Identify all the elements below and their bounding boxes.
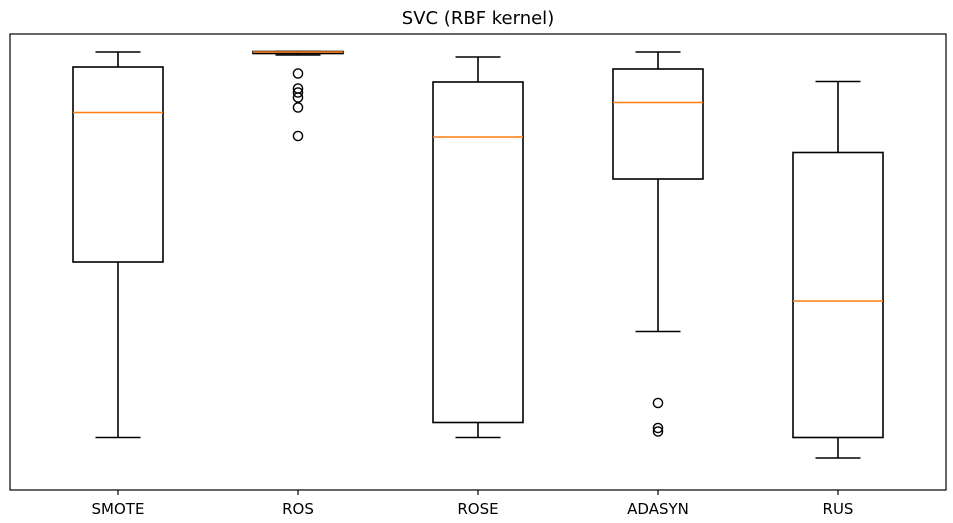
outlier-point: [652, 426, 664, 437]
outlier-point: [292, 92, 304, 103]
box-marks: [72, 50, 884, 459]
outlier-point: [292, 102, 304, 113]
x-tick-label: ROSE: [457, 500, 498, 518]
box-group-adasyn: [612, 51, 704, 437]
x-ticks: SMOTE ROS ROSE ADASYN RUS: [92, 490, 854, 518]
outlier-point: [292, 68, 304, 79]
outlier-point: [652, 397, 664, 409]
x-tick-label: ROS: [282, 500, 314, 518]
chart-title: SVC (RBF kernel): [402, 8, 554, 29]
outlier-point: [292, 130, 304, 142]
box: [432, 81, 524, 424]
box: [72, 66, 164, 263]
x-tick-label: ADASYN: [627, 500, 689, 518]
box: [612, 68, 704, 180]
box-group-rus: [792, 80, 884, 459]
outlier-point: [652, 422, 664, 434]
outlier-point: [292, 87, 304, 98]
box: [792, 151, 884, 439]
box-group-ros: [252, 50, 344, 142]
x-tick-label: RUS: [823, 500, 854, 518]
x-tick-label: SMOTE: [92, 500, 145, 518]
box-group-smote: [72, 51, 164, 439]
box-group-rose: [432, 56, 524, 439]
